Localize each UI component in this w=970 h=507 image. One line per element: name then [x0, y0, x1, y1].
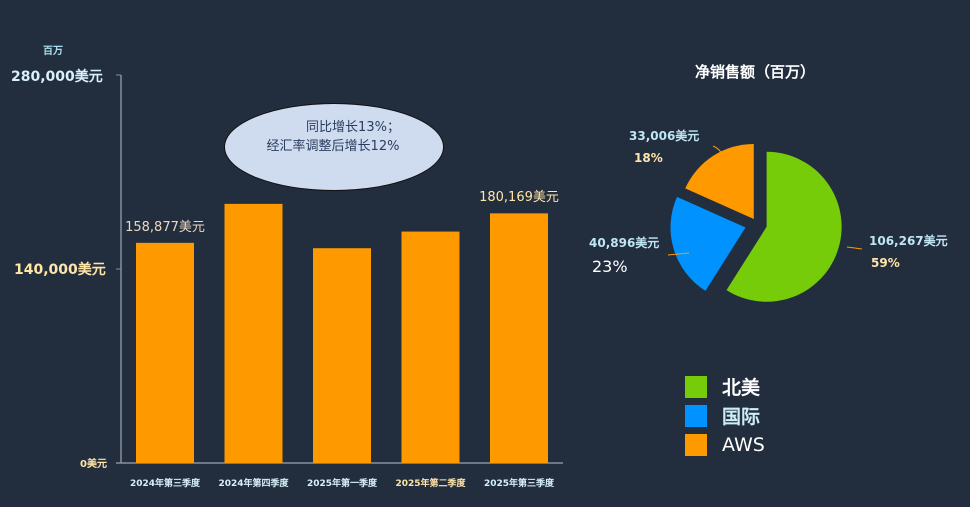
- pie-slice: [726, 151, 842, 302]
- pie-value-label: 106,267美元: [869, 234, 948, 248]
- growth-annotation: 同比增长13%； 经汇率调整后增长12%: [224, 118, 442, 156]
- pie-pct-label: 23%: [592, 257, 628, 276]
- pie-title: 净销售额（百万）: [695, 63, 816, 81]
- pie-pct-label: 18%: [634, 151, 663, 165]
- leader-line: [667, 252, 690, 256]
- x-tick-label: 2025年第一季度: [306, 479, 378, 489]
- pie-slice: [670, 196, 746, 291]
- bar: [490, 213, 548, 463]
- y-unit-label: 百万: [43, 46, 63, 57]
- x-tick-label: 2024年第三季度: [129, 479, 201, 489]
- annotation-line: 同比增长13%；: [306, 120, 400, 135]
- legend-item-international: 国际: [685, 401, 765, 430]
- legend-item-aws: AWS: [685, 430, 765, 459]
- legend-label: AWS: [722, 433, 765, 456]
- legend-swatch: [685, 404, 707, 427]
- bar: [136, 242, 194, 463]
- legend-swatch: [685, 375, 707, 398]
- x-tick-label: 2025年第三季度: [483, 479, 555, 489]
- pie-pct-label: 59%: [871, 256, 900, 270]
- pie-value-label: 40,896美元: [589, 236, 660, 250]
- bar-data-label: 180,169美元: [479, 190, 559, 206]
- bar: [224, 203, 283, 463]
- y-tick-label: 140,000美元: [14, 262, 106, 278]
- annotation-line: 经汇率调整后增长12%: [266, 139, 400, 154]
- legend-label: 国际: [722, 406, 761, 428]
- leader-line: [712, 145, 724, 159]
- pie-slice: [685, 143, 754, 219]
- y-tick-label: 0美元: [80, 459, 107, 470]
- x-tick-label: 2024年第四季度: [218, 479, 289, 489]
- bar: [401, 231, 460, 463]
- legend-item-north-america: 北美: [685, 372, 765, 401]
- legend-label: 北美: [722, 377, 761, 399]
- legend-swatch: [685, 433, 707, 456]
- bar: [313, 248, 371, 463]
- pie-value-label: 33,006美元: [629, 129, 700, 143]
- x-tick-label: 2025年第二季度: [395, 479, 466, 489]
- leader-line: [846, 246, 863, 250]
- bar-data-label: 158,877美元: [125, 219, 205, 235]
- y-tick-label: 280,000美元: [11, 69, 103, 85]
- legend: 北美 国际 AWS: [685, 372, 765, 459]
